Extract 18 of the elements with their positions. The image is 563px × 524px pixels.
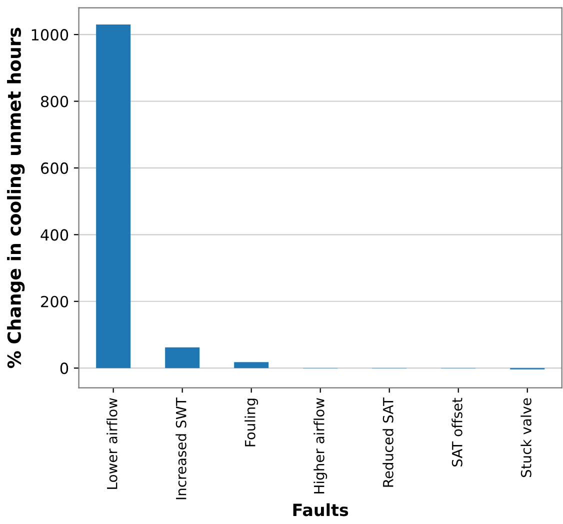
x-tick-label: Higher airflow — [314, 398, 328, 494]
bar — [165, 347, 200, 368]
y-tick-label: 1000 — [32, 29, 68, 41]
y-tick-label: 800 — [40, 96, 68, 108]
bar — [234, 362, 269, 368]
x-tick-label: Lower airflow — [106, 398, 118, 489]
y-tick-label: 400 — [40, 229, 68, 241]
x-tick-label: SAT offset — [452, 398, 462, 466]
x-tick-label: Fouling — [244, 398, 258, 446]
y-tick-label: 600 — [41, 162, 68, 174]
y-tick-label: 0 — [60, 362, 68, 374]
y-tick-label: 200 — [41, 296, 68, 308]
y-axis-title: % Change in cooling unmet hours — [7, 28, 25, 368]
x-axis-title: Faults — [293, 503, 348, 516]
x-tick-label: Reduced SAT — [382, 397, 394, 487]
bar — [96, 24, 131, 368]
x-tick-label: Stuck valve — [520, 398, 532, 478]
x-tick-label: Increased SWT — [176, 397, 186, 500]
